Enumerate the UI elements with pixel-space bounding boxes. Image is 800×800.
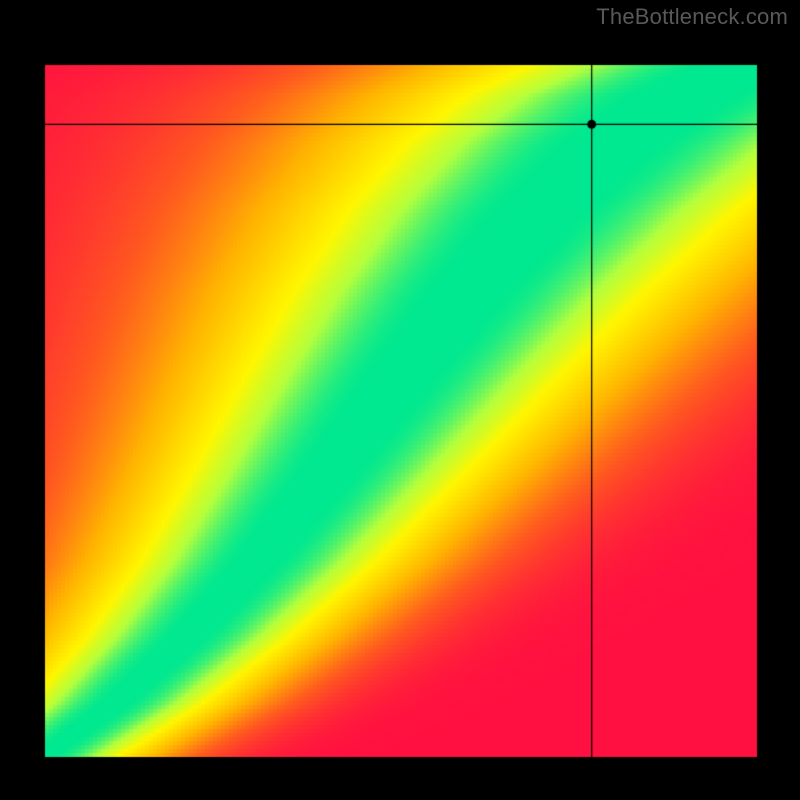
- watermark-text: TheBottleneck.com: [596, 4, 788, 30]
- bottleneck-heatmap: [0, 0, 800, 800]
